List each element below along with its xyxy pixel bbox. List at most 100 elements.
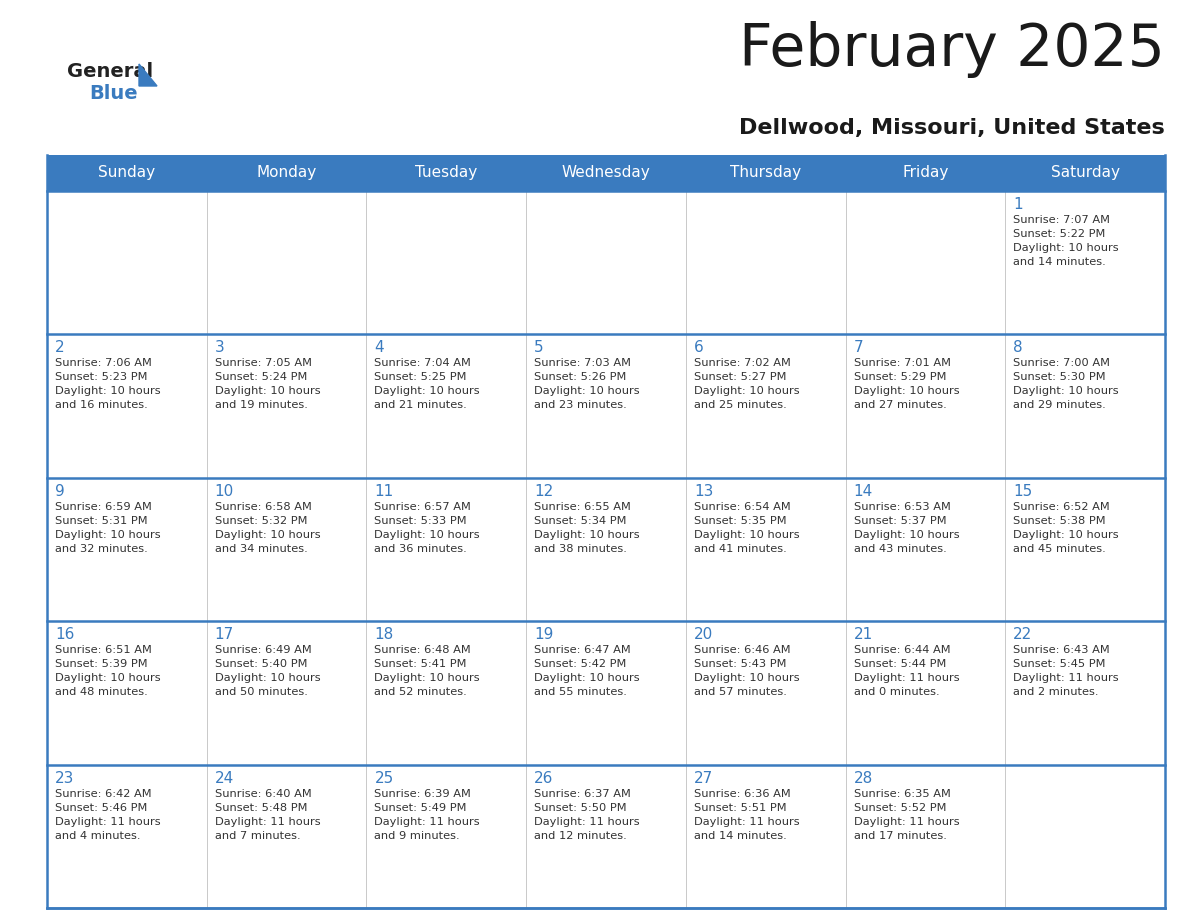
Text: Sunrise: 6:57 AM
Sunset: 5:33 PM
Daylight: 10 hours
and 36 minutes.: Sunrise: 6:57 AM Sunset: 5:33 PM Dayligh… <box>374 502 480 554</box>
Bar <box>366 765 526 908</box>
Text: 27: 27 <box>694 770 713 786</box>
Bar <box>846 477 1005 621</box>
Text: 19: 19 <box>535 627 554 643</box>
Text: Sunrise: 7:01 AM
Sunset: 5:29 PM
Daylight: 10 hours
and 27 minutes.: Sunrise: 7:01 AM Sunset: 5:29 PM Dayligh… <box>853 358 959 410</box>
Text: Sunrise: 7:04 AM
Sunset: 5:25 PM
Daylight: 10 hours
and 21 minutes.: Sunrise: 7:04 AM Sunset: 5:25 PM Dayligh… <box>374 358 480 410</box>
Polygon shape <box>139 64 157 86</box>
Text: Sunrise: 6:44 AM
Sunset: 5:44 PM
Daylight: 11 hours
and 0 minutes.: Sunrise: 6:44 AM Sunset: 5:44 PM Dayligh… <box>853 645 959 697</box>
Text: 6: 6 <box>694 341 703 355</box>
Bar <box>48 765 207 908</box>
Text: Monday: Monday <box>257 165 317 181</box>
Text: Dellwood, Missouri, United States: Dellwood, Missouri, United States <box>739 118 1165 138</box>
Text: 9: 9 <box>55 484 65 498</box>
Text: Sunrise: 6:35 AM
Sunset: 5:52 PM
Daylight: 11 hours
and 17 minutes.: Sunrise: 6:35 AM Sunset: 5:52 PM Dayligh… <box>853 789 959 841</box>
Text: Blue: Blue <box>89 84 138 103</box>
Text: 26: 26 <box>535 770 554 786</box>
Bar <box>526 191 685 334</box>
Bar <box>1005 621 1165 765</box>
Text: 3: 3 <box>215 341 225 355</box>
Text: February 2025: February 2025 <box>739 21 1165 78</box>
Text: Sunrise: 6:55 AM
Sunset: 5:34 PM
Daylight: 10 hours
and 38 minutes.: Sunrise: 6:55 AM Sunset: 5:34 PM Dayligh… <box>535 502 640 554</box>
Bar <box>207 191 366 334</box>
Bar <box>846 621 1005 765</box>
Bar <box>48 155 1165 191</box>
Text: Sunrise: 7:05 AM
Sunset: 5:24 PM
Daylight: 10 hours
and 19 minutes.: Sunrise: 7:05 AM Sunset: 5:24 PM Dayligh… <box>215 358 321 410</box>
Bar <box>526 334 685 477</box>
Bar <box>685 765 846 908</box>
Text: Sunrise: 6:49 AM
Sunset: 5:40 PM
Daylight: 10 hours
and 50 minutes.: Sunrise: 6:49 AM Sunset: 5:40 PM Dayligh… <box>215 645 321 697</box>
Text: Sunrise: 6:53 AM
Sunset: 5:37 PM
Daylight: 10 hours
and 43 minutes.: Sunrise: 6:53 AM Sunset: 5:37 PM Dayligh… <box>853 502 959 554</box>
Text: Sunrise: 6:42 AM
Sunset: 5:46 PM
Daylight: 11 hours
and 4 minutes.: Sunrise: 6:42 AM Sunset: 5:46 PM Dayligh… <box>55 789 160 841</box>
Text: Sunrise: 6:37 AM
Sunset: 5:50 PM
Daylight: 11 hours
and 12 minutes.: Sunrise: 6:37 AM Sunset: 5:50 PM Dayligh… <box>535 789 640 841</box>
Text: 10: 10 <box>215 484 234 498</box>
Text: 20: 20 <box>694 627 713 643</box>
Bar <box>366 477 526 621</box>
Text: Sunrise: 7:02 AM
Sunset: 5:27 PM
Daylight: 10 hours
and 25 minutes.: Sunrise: 7:02 AM Sunset: 5:27 PM Dayligh… <box>694 358 800 410</box>
Text: 23: 23 <box>55 770 75 786</box>
Text: 14: 14 <box>853 484 873 498</box>
Text: 21: 21 <box>853 627 873 643</box>
Bar <box>1005 334 1165 477</box>
Bar <box>526 477 685 621</box>
Text: General: General <box>67 62 153 81</box>
Bar <box>207 621 366 765</box>
Text: 8: 8 <box>1013 341 1023 355</box>
Bar <box>366 621 526 765</box>
Text: 12: 12 <box>535 484 554 498</box>
Bar <box>846 765 1005 908</box>
Bar <box>366 334 526 477</box>
Bar <box>685 334 846 477</box>
Text: 5: 5 <box>535 341 544 355</box>
Bar <box>1005 477 1165 621</box>
Text: 22: 22 <box>1013 627 1032 643</box>
Text: 7: 7 <box>853 341 864 355</box>
Text: Sunrise: 6:36 AM
Sunset: 5:51 PM
Daylight: 11 hours
and 14 minutes.: Sunrise: 6:36 AM Sunset: 5:51 PM Dayligh… <box>694 789 800 841</box>
Bar <box>526 765 685 908</box>
Bar <box>48 477 207 621</box>
Text: Sunrise: 6:58 AM
Sunset: 5:32 PM
Daylight: 10 hours
and 34 minutes.: Sunrise: 6:58 AM Sunset: 5:32 PM Dayligh… <box>215 502 321 554</box>
Text: 4: 4 <box>374 341 384 355</box>
Text: Sunrise: 7:07 AM
Sunset: 5:22 PM
Daylight: 10 hours
and 14 minutes.: Sunrise: 7:07 AM Sunset: 5:22 PM Dayligh… <box>1013 215 1119 267</box>
Bar <box>846 334 1005 477</box>
Text: 16: 16 <box>55 627 75 643</box>
Bar <box>526 621 685 765</box>
Text: Sunrise: 6:39 AM
Sunset: 5:49 PM
Daylight: 11 hours
and 9 minutes.: Sunrise: 6:39 AM Sunset: 5:49 PM Dayligh… <box>374 789 480 841</box>
Text: Sunrise: 7:00 AM
Sunset: 5:30 PM
Daylight: 10 hours
and 29 minutes.: Sunrise: 7:00 AM Sunset: 5:30 PM Dayligh… <box>1013 358 1119 410</box>
Bar <box>846 191 1005 334</box>
Bar <box>48 621 207 765</box>
Text: Sunrise: 7:06 AM
Sunset: 5:23 PM
Daylight: 10 hours
and 16 minutes.: Sunrise: 7:06 AM Sunset: 5:23 PM Dayligh… <box>55 358 160 410</box>
Bar <box>685 477 846 621</box>
Text: 11: 11 <box>374 484 393 498</box>
Bar <box>207 765 366 908</box>
Text: Saturday: Saturday <box>1050 165 1119 181</box>
Bar <box>207 477 366 621</box>
Bar <box>48 334 207 477</box>
Text: Sunrise: 6:48 AM
Sunset: 5:41 PM
Daylight: 10 hours
and 52 minutes.: Sunrise: 6:48 AM Sunset: 5:41 PM Dayligh… <box>374 645 480 697</box>
Text: 13: 13 <box>694 484 713 498</box>
Text: Sunrise: 6:54 AM
Sunset: 5:35 PM
Daylight: 10 hours
and 41 minutes.: Sunrise: 6:54 AM Sunset: 5:35 PM Dayligh… <box>694 502 800 554</box>
Text: Thursday: Thursday <box>731 165 801 181</box>
Bar <box>207 334 366 477</box>
Bar <box>685 191 846 334</box>
Text: 24: 24 <box>215 770 234 786</box>
Text: Friday: Friday <box>902 165 948 181</box>
Bar <box>1005 191 1165 334</box>
Text: Sunrise: 6:47 AM
Sunset: 5:42 PM
Daylight: 10 hours
and 55 minutes.: Sunrise: 6:47 AM Sunset: 5:42 PM Dayligh… <box>535 645 640 697</box>
Text: 1: 1 <box>1013 197 1023 212</box>
Text: 28: 28 <box>853 770 873 786</box>
Text: Sunrise: 6:51 AM
Sunset: 5:39 PM
Daylight: 10 hours
and 48 minutes.: Sunrise: 6:51 AM Sunset: 5:39 PM Dayligh… <box>55 645 160 697</box>
Text: Wednesday: Wednesday <box>562 165 650 181</box>
Bar <box>366 191 526 334</box>
Text: 2: 2 <box>55 341 64 355</box>
Text: Sunrise: 6:46 AM
Sunset: 5:43 PM
Daylight: 10 hours
and 57 minutes.: Sunrise: 6:46 AM Sunset: 5:43 PM Dayligh… <box>694 645 800 697</box>
Text: 15: 15 <box>1013 484 1032 498</box>
Text: Tuesday: Tuesday <box>415 165 478 181</box>
Text: Sunrise: 6:40 AM
Sunset: 5:48 PM
Daylight: 11 hours
and 7 minutes.: Sunrise: 6:40 AM Sunset: 5:48 PM Dayligh… <box>215 789 321 841</box>
Bar <box>685 621 846 765</box>
Text: 25: 25 <box>374 770 393 786</box>
Text: 17: 17 <box>215 627 234 643</box>
Text: Sunrise: 6:43 AM
Sunset: 5:45 PM
Daylight: 11 hours
and 2 minutes.: Sunrise: 6:43 AM Sunset: 5:45 PM Dayligh… <box>1013 645 1119 697</box>
Bar <box>48 191 207 334</box>
Text: Sunrise: 7:03 AM
Sunset: 5:26 PM
Daylight: 10 hours
and 23 minutes.: Sunrise: 7:03 AM Sunset: 5:26 PM Dayligh… <box>535 358 640 410</box>
Text: 18: 18 <box>374 627 393 643</box>
